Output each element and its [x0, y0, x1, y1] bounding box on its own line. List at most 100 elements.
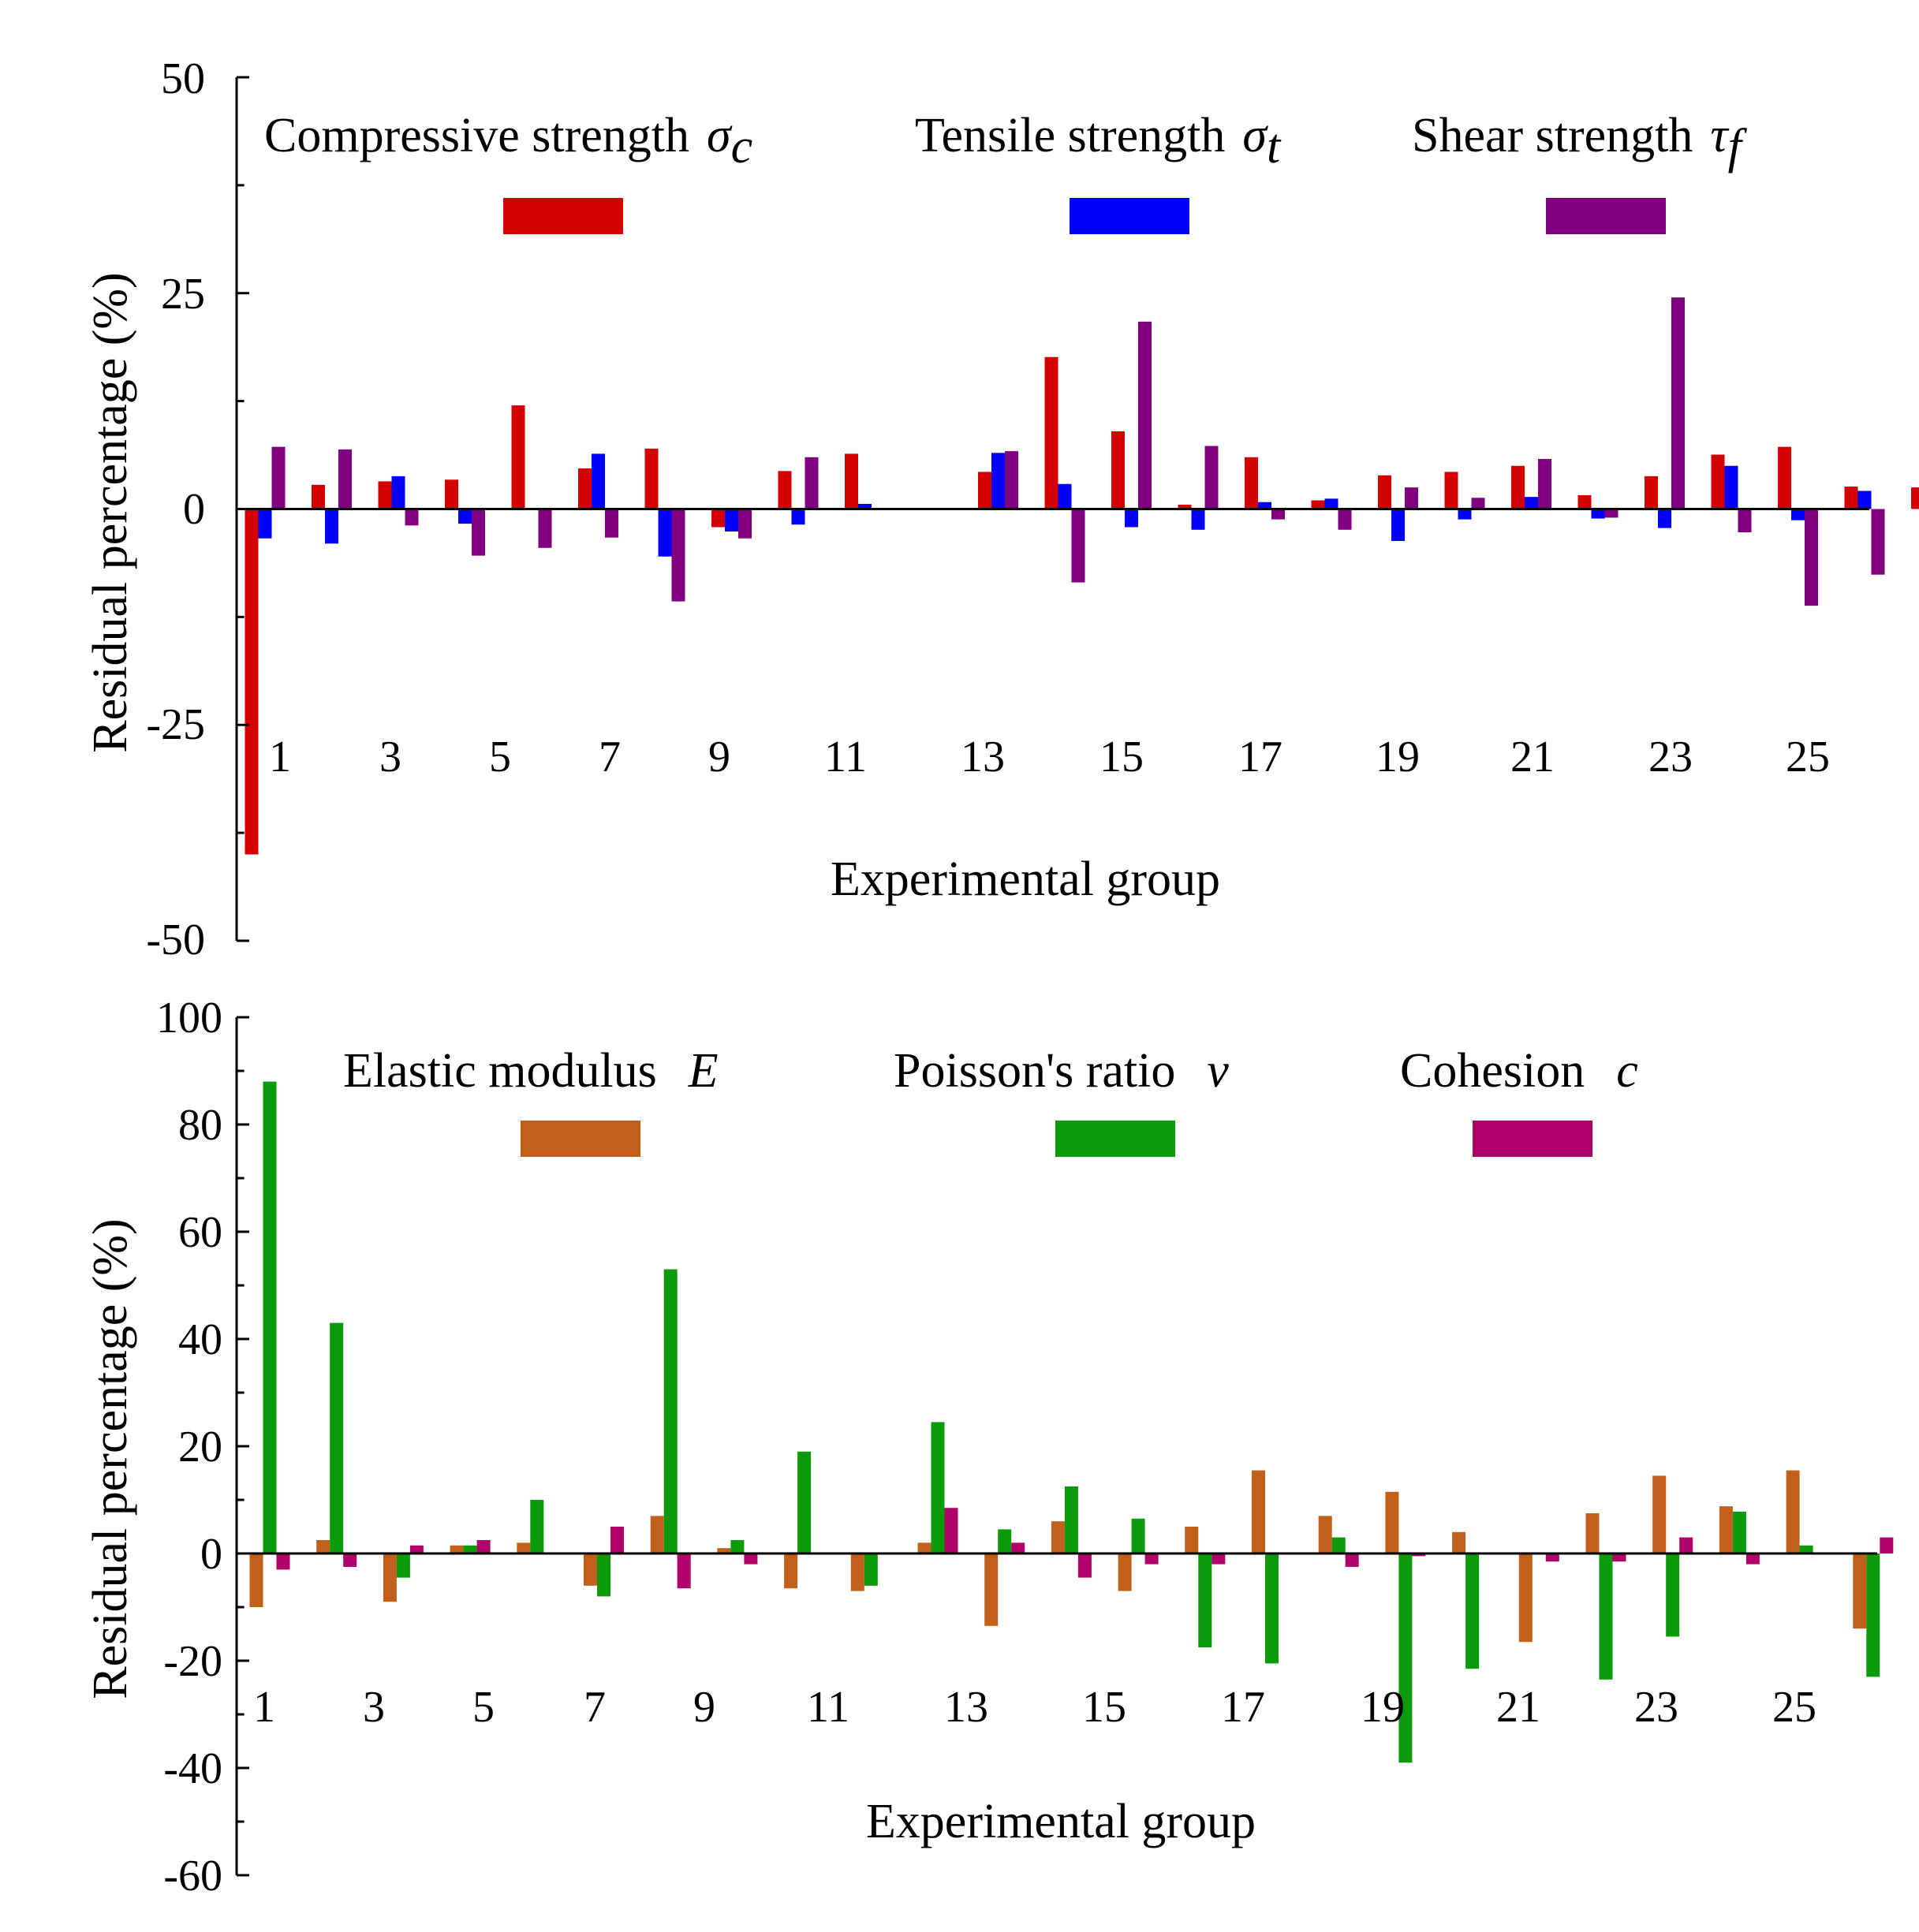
x-tick-label: 21: [1496, 1683, 1540, 1732]
bar-cohesion-group-2: [343, 1553, 357, 1567]
top-chart-y-axis-title: Residual percentage (%): [84, 272, 137, 752]
bar-tensile-strength-group-10: [858, 503, 872, 509]
x-tick-label: 25: [1786, 733, 1830, 781]
bar-elastic-modulus-group-14: [1118, 1553, 1132, 1591]
bar-tensile-strength-group-20: [1525, 497, 1538, 509]
bar-shear-strength-group-16: [1271, 509, 1285, 520]
legend-label: Poisson's ratio ν: [894, 1044, 1229, 1098]
bar-poisson-s-ratio-group-21: [1599, 1553, 1613, 1680]
bar-tensile-strength-group-2: [325, 509, 338, 544]
bar-tensile-strength-group-7: [658, 509, 672, 557]
x-tick-label: 1: [269, 733, 291, 781]
bar-tensile-strength-group-15: [1191, 509, 1205, 530]
bar-poisson-s-ratio-group-10: [864, 1553, 878, 1586]
bar-elastic-modulus-group-23: [1719, 1506, 1733, 1553]
bar-elastic-modulus-group-8: [717, 1548, 731, 1553]
bar-shear-strength-group-6: [605, 509, 618, 538]
bar-poisson-s-ratio-group-3: [396, 1553, 410, 1578]
bar-compressive-strength-group-22: [1645, 476, 1658, 509]
x-tick-label: 15: [1082, 1683, 1126, 1732]
bar-compressive-strength-group-2: [312, 484, 325, 509]
bar-cohesion-group-18: [1412, 1553, 1426, 1557]
legend-swatch-shear-strength: [1546, 198, 1666, 234]
bar-elastic-modulus-group-5: [517, 1542, 531, 1553]
top-chart-y-tick-labels: 50 25 0 -25 -50: [146, 54, 205, 964]
y-tick-label: 0: [183, 485, 205, 534]
bar-tensile-strength-group-6: [592, 453, 605, 509]
y-tick-label: -25: [146, 700, 205, 749]
x-tick-label: 25: [1772, 1683, 1816, 1732]
bar-shear-strength-group-1: [271, 446, 286, 509]
x-tick-label: 15: [1100, 733, 1144, 781]
bottom-chart-y-tick-labels: 100 80 60 40 20 0 -20 -40 -60: [156, 994, 222, 1900]
x-tick-label: 11: [807, 1683, 849, 1732]
y-tick-label: 50: [161, 54, 205, 103]
bar-compressive-strength-group-12: [978, 472, 991, 509]
bar-compressive-strength-group-24: [1778, 446, 1791, 509]
bar-shear-strength-group-5: [538, 509, 552, 548]
bar-cohesion-group-7: [677, 1553, 691, 1589]
y-tick-label: 80: [178, 1101, 222, 1150]
bar-poisson-s-ratio-group-1: [263, 1081, 277, 1553]
bar-compressive-strength-group-9: [778, 471, 792, 509]
bar-compressive-strength-group-20: [1511, 465, 1525, 509]
bar-elastic-modulus-group-15: [1185, 1527, 1199, 1553]
bottom-chart-x-axis-title: Experimental group: [866, 1795, 1256, 1848]
legend-swatch-poissons-ratio: [1055, 1121, 1175, 1157]
legend-label: Compressive strength σc: [264, 109, 752, 173]
bar-poisson-s-ratio-group-25: [1866, 1553, 1880, 1677]
bar-shear-strength-group-21: [1604, 509, 1618, 518]
bar-compressive-strength-group-6: [578, 468, 592, 509]
bar-tensile-strength-group-25: [1857, 490, 1872, 509]
legend-entry-shear-strength: Shear strength τf: [1412, 109, 1748, 234]
y-tick-label: 40: [178, 1315, 222, 1364]
y-tick-label: -60: [163, 1852, 222, 1900]
bar-elastic-modulus-group-11: [917, 1542, 931, 1553]
bar-shear-strength-group-9: [805, 457, 819, 509]
bar-cohesion-group-13: [1077, 1553, 1092, 1578]
bar-poisson-s-ratio-group-15: [1198, 1553, 1212, 1647]
legend-entry-tensile-strength: Tensile strength σt: [915, 109, 1282, 234]
bar-cohesion-group-15: [1212, 1553, 1226, 1565]
bar-elastic-modulus-group-9: [784, 1553, 798, 1589]
bar-shear-strength-group-15: [1204, 446, 1219, 509]
bar-elastic-modulus-group-25: [1853, 1553, 1867, 1629]
legend-entry-poissons-ratio: Poisson's ratio ν: [894, 1044, 1229, 1157]
bar-cohesion-group-8: [744, 1553, 758, 1565]
bar-elastic-modulus-group-13: [1051, 1521, 1065, 1553]
bar-tensile-strength-group-24: [1791, 509, 1805, 520]
bar-cohesion-group-4: [476, 1540, 491, 1553]
bar-tensile-strength-group-8: [725, 509, 738, 531]
top-chart-bars: [245, 297, 1919, 855]
y-tick-label: -50: [146, 916, 205, 964]
bar-poisson-s-ratio-group-4: [463, 1545, 477, 1553]
bar-cohesion-group-17: [1345, 1553, 1359, 1567]
bar-cohesion-group-6: [610, 1527, 624, 1553]
bar-poisson-s-ratio-group-6: [597, 1553, 610, 1597]
bar-tensile-strength-group-22: [1658, 509, 1671, 528]
y-tick-label: 60: [178, 1208, 222, 1257]
bar-elastic-modulus-group-3: [383, 1553, 397, 1602]
x-tick-label: 3: [379, 733, 401, 781]
legend-swatch-cohesion: [1473, 1121, 1592, 1157]
bottom-chart-bars: [249, 1081, 1894, 1763]
bar-poisson-s-ratio-group-11: [931, 1422, 945, 1553]
bar-compressive-strength-group-7: [644, 448, 659, 509]
bar-cohesion-group-20: [1545, 1553, 1559, 1562]
legend-entry-cohesion: Cohesion c: [1400, 1044, 1638, 1157]
y-tick-label: -40: [163, 1744, 222, 1793]
bar-elastic-modulus-group-12: [984, 1553, 999, 1626]
legend-label: Elastic modulus E: [343, 1044, 719, 1098]
legend-swatch-elastic-modulus: [521, 1121, 640, 1157]
bar-tensile-strength-group-4: [458, 509, 472, 524]
bar-shear-strength-group-25: [1871, 509, 1885, 575]
legend-label: Cohesion c: [1400, 1044, 1638, 1098]
bar-poisson-s-ratio-group-22: [1666, 1553, 1680, 1637]
bar-elastic-modulus-group-24: [1786, 1470, 1800, 1553]
bar-shear-strength-group-12: [1005, 451, 1018, 509]
bar-compressive-strength-group-1: [245, 509, 259, 855]
bar-shear-strength-group-13: [1071, 509, 1085, 583]
bar-elastic-modulus-group-4: [450, 1545, 464, 1553]
bar-poisson-s-ratio-group-13: [1064, 1486, 1078, 1553]
bar-tensile-strength-group-16: [1258, 502, 1271, 509]
